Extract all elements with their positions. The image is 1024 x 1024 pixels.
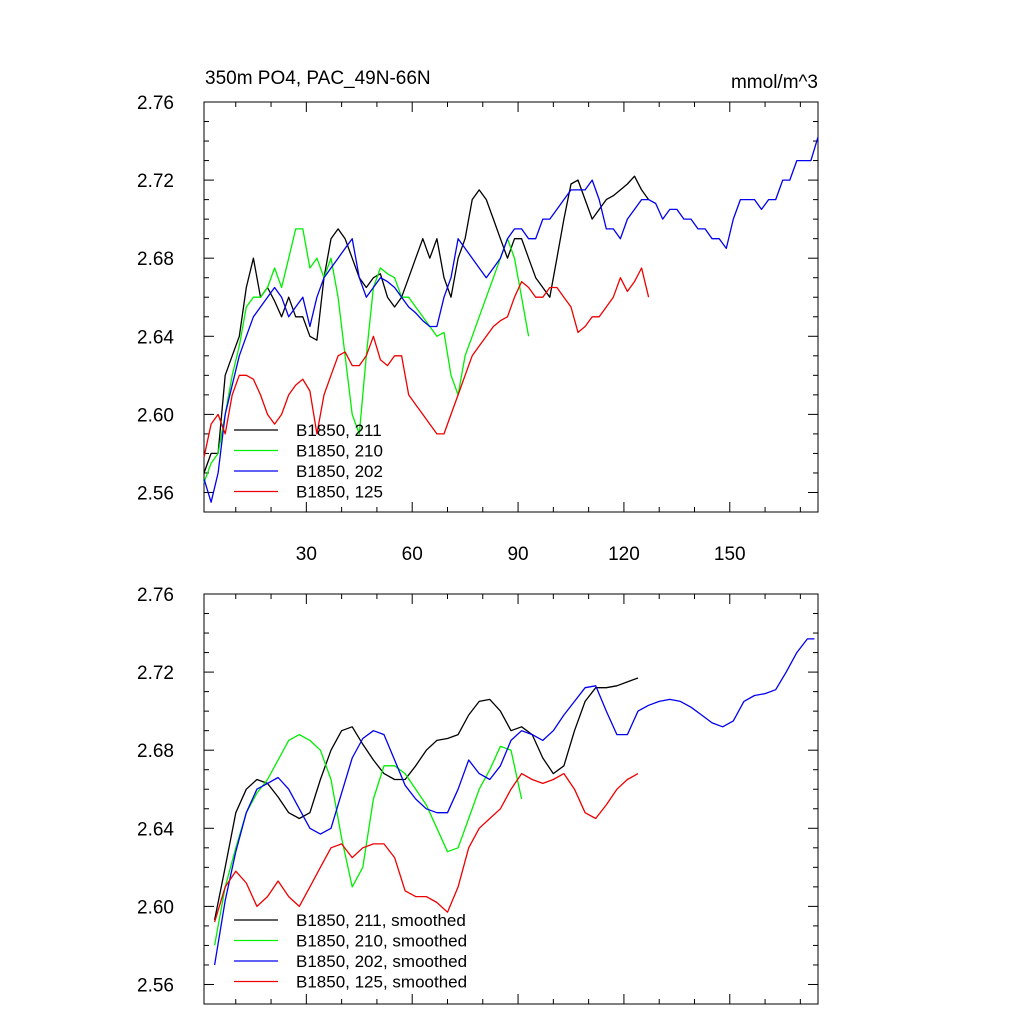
y-tick-label: 2.68 bbox=[137, 741, 174, 762]
top-legend-label-3: B1850, 125 bbox=[296, 483, 383, 502]
top-legend-label-1: B1850, 210 bbox=[296, 442, 383, 461]
top-panel: 350m PO4, PAC_49N-66N mmol/m^3 2.56 2.60 2… bbox=[137, 68, 819, 565]
x-tick-label: 150 bbox=[714, 544, 746, 565]
y-tick-label: 2.56 bbox=[137, 483, 174, 504]
x-tick-label: 90 bbox=[507, 544, 528, 565]
chart-title: 350m PO4, PAC_49N-66N bbox=[205, 68, 431, 89]
bottom-legend-label-0: B1850, 211, smoothed bbox=[296, 911, 466, 930]
y-tick-label: 2.60 bbox=[137, 897, 174, 918]
x-tick-label: 60 bbox=[402, 544, 423, 565]
bottom-legend-label-2: B1850, 202, smoothed bbox=[296, 952, 467, 971]
y-tick-label: 2.68 bbox=[137, 249, 174, 270]
y-tick-label: 2.64 bbox=[137, 327, 174, 348]
y-tick-label: 2.56 bbox=[137, 975, 174, 996]
y-tick-label: 2.76 bbox=[137, 93, 174, 114]
bottom-series-line-0 bbox=[213, 677, 639, 921]
units-label: mmol/m^3 bbox=[731, 72, 818, 93]
x-tick-label: 120 bbox=[608, 544, 640, 565]
y-tick-label: 2.72 bbox=[137, 171, 174, 192]
bottom-panel: 2.56 2.60 2.64 2.68 2.72 2.76 B1850, 211, smoo… bbox=[137, 585, 819, 1005]
top-series-line-0 bbox=[203, 175, 650, 474]
y-tick-label: 2.60 bbox=[137, 405, 174, 426]
top-series-line-3 bbox=[203, 267, 650, 458]
top-series-line-2 bbox=[203, 136, 819, 503]
y-tick-label: 2.72 bbox=[137, 663, 174, 684]
bottom-series-line-3 bbox=[213, 772, 639, 923]
bottom-series-line-2 bbox=[213, 638, 815, 966]
bottom-legend-label-1: B1850, 210, smoothed bbox=[296, 932, 467, 951]
top-legend-label-2: B1850, 202 bbox=[296, 462, 383, 481]
bottom-series-line-1 bbox=[213, 733, 523, 946]
bottom-plot-frame bbox=[203, 593, 819, 1005]
y-tick-label: 2.64 bbox=[137, 819, 174, 840]
y-tick-label: 2.76 bbox=[137, 585, 174, 606]
x-tick-label: 30 bbox=[296, 544, 317, 565]
bottom-legend-label-3: B1850, 125, smoothed bbox=[296, 973, 467, 992]
top-plot-frame bbox=[203, 101, 819, 513]
top-legend-label-0: B1850, 211 bbox=[296, 421, 382, 440]
